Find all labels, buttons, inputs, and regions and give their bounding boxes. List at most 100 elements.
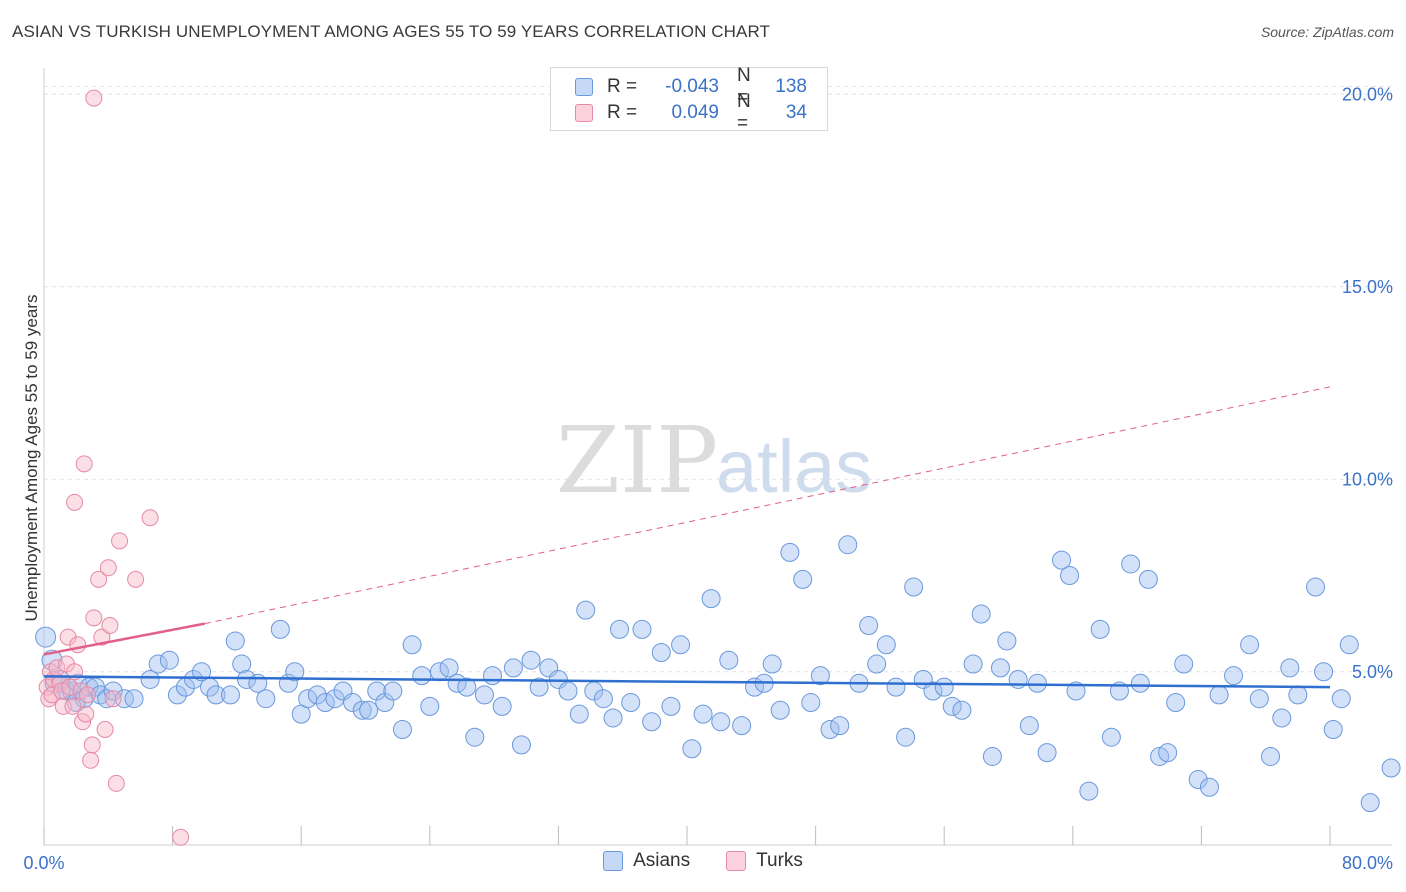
stats-legend: R = -0.043 N = 138 R = 0.049 N = 34 — [550, 65, 828, 134]
asian-point — [457, 677, 477, 697]
asian-point — [719, 650, 739, 670]
y-tick-label: 15.0% — [1342, 277, 1393, 297]
asian-point — [1288, 685, 1308, 705]
asian-point — [1121, 554, 1141, 574]
asian-point — [375, 693, 395, 713]
asian-point — [159, 650, 179, 670]
asians-trend-line — [43, 675, 1331, 689]
r-value-asians: -0.043 — [665, 76, 719, 97]
asian-point — [412, 666, 432, 686]
turk-point — [172, 828, 190, 846]
asian-point — [971, 604, 991, 624]
turk-point — [85, 89, 103, 107]
asian-point — [167, 685, 187, 705]
legend-row-turks: R = 0.049 N = 34 — [575, 91, 807, 134]
legend-row-asians: R = -0.043 N = 138 — [575, 65, 807, 108]
y-tick-label: 5.0% — [1352, 662, 1393, 682]
asian-point — [1224, 666, 1244, 686]
turk-point — [69, 636, 87, 654]
asian-point — [237, 669, 257, 689]
turks-legend-swatch — [726, 851, 747, 871]
asian-point — [838, 535, 858, 555]
turk-point — [104, 690, 122, 708]
turk-point — [99, 559, 117, 577]
watermark-zip: ZIP — [556, 407, 718, 514]
asian-point — [359, 700, 379, 720]
n-label: N = — [737, 65, 751, 108]
turk-point — [66, 493, 84, 511]
asian-point — [148, 654, 168, 674]
asian-point — [1209, 685, 1229, 705]
asian-point — [220, 685, 240, 705]
asian-point — [801, 693, 821, 713]
legend-item-asians[interactable]: Asians — [603, 850, 690, 872]
asian-point — [1090, 619, 1110, 639]
grid-lines — [44, 86, 1392, 673]
asian-point — [1019, 716, 1039, 736]
asian-point — [621, 693, 641, 713]
asians-points — [35, 535, 1401, 813]
asian-point — [810, 666, 830, 686]
turk-point — [127, 570, 145, 588]
asian-point — [1240, 635, 1260, 655]
asian-point — [1249, 689, 1269, 709]
asian-point — [651, 643, 671, 662]
asians-legend-swatch — [603, 851, 624, 871]
turks-swatch — [575, 104, 593, 122]
asian-point — [521, 650, 541, 670]
asian-point — [711, 712, 731, 732]
turk-point — [85, 609, 103, 627]
asian-point — [420, 696, 440, 716]
asian-point — [1331, 689, 1351, 709]
asian-point — [225, 631, 245, 651]
asian-point — [41, 649, 63, 671]
asian-point — [793, 569, 813, 589]
x-tick-label: 0.0% — [23, 853, 64, 873]
asian-point — [1079, 781, 1099, 801]
asian-point — [859, 616, 879, 636]
asian-point — [990, 658, 1010, 678]
asian-point — [124, 689, 144, 709]
asian-point — [192, 662, 212, 682]
turk-point — [96, 721, 114, 738]
axes — [43, 68, 1392, 846]
turk-point — [54, 697, 72, 715]
y-tick-label: 20.0% — [1342, 84, 1393, 104]
asian-point — [511, 735, 531, 755]
asian-point — [285, 662, 305, 682]
turks-legend-label: Turks — [756, 850, 803, 871]
asian-point — [1306, 577, 1326, 597]
asian-point — [1138, 569, 1158, 589]
asian-point — [642, 712, 662, 732]
asian-point — [770, 700, 790, 720]
asian-point — [632, 619, 652, 639]
asian-point — [982, 746, 1002, 766]
asian-point — [1188, 770, 1208, 790]
asian-point — [474, 685, 494, 705]
turk-point — [111, 532, 129, 550]
turk-point — [141, 509, 159, 527]
asian-point — [1261, 746, 1281, 766]
asian-point — [465, 727, 485, 747]
x-tick-label: 80.0% — [1342, 853, 1393, 873]
asian-point — [367, 681, 387, 701]
watermark: ZIP atlas — [556, 407, 872, 514]
turk-point — [61, 678, 79, 696]
asian-point — [1280, 658, 1300, 678]
asian-point — [732, 716, 752, 736]
turks-trend-line — [43, 622, 205, 656]
asian-point — [35, 626, 57, 648]
r-label: R = — [607, 76, 638, 97]
asian-point — [1130, 673, 1150, 693]
turk-point — [75, 455, 93, 473]
turk-point — [90, 570, 108, 588]
asian-point — [1339, 635, 1359, 655]
turks-trend-extension — [204, 386, 1331, 625]
turk-point — [78, 686, 96, 704]
asian-point — [693, 704, 713, 724]
asian-point — [569, 704, 589, 724]
turk-point — [64, 697, 82, 715]
legend-item-turks[interactable]: Turks — [726, 850, 803, 872]
asian-point — [942, 696, 962, 716]
n-label: N = — [737, 91, 751, 134]
